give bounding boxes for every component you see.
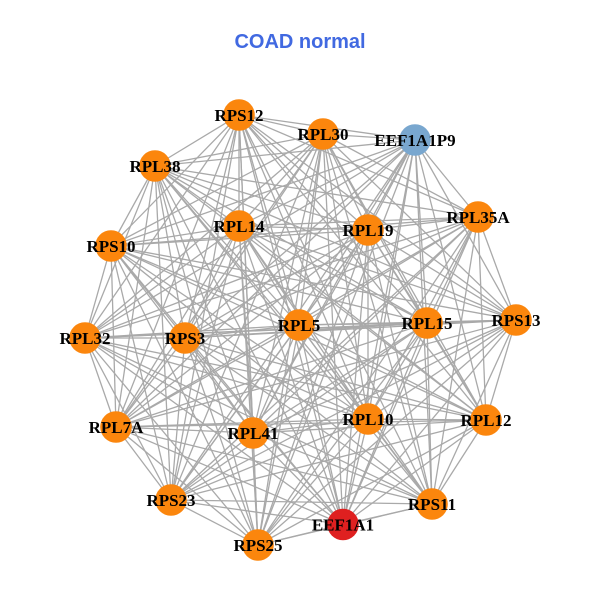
svg-text:RPL30: RPL30	[298, 125, 349, 144]
svg-text:RPL10: RPL10	[343, 410, 394, 429]
svg-text:RPL12: RPL12	[461, 411, 512, 430]
svg-text:EEF1A1: EEF1A1	[312, 516, 374, 535]
svg-text:RPL32: RPL32	[60, 329, 111, 348]
svg-text:RPS13: RPS13	[491, 311, 540, 330]
svg-text:COAD normal: COAD normal	[234, 31, 365, 53]
svg-text:RPL5: RPL5	[278, 316, 321, 335]
svg-text:RPS11: RPS11	[408, 495, 456, 514]
svg-text:RPS25: RPS25	[233, 536, 282, 555]
svg-text:RPS3: RPS3	[165, 329, 206, 348]
svg-text:RPL35A: RPL35A	[446, 208, 510, 227]
svg-text:RPL19: RPL19	[343, 221, 394, 240]
svg-text:RPS23: RPS23	[146, 491, 195, 510]
svg-text:RPL15: RPL15	[402, 314, 453, 333]
svg-text:RPS10: RPS10	[86, 237, 135, 256]
svg-text:RPL41: RPL41	[228, 424, 279, 443]
svg-text:RPL38: RPL38	[130, 157, 181, 176]
svg-text:RPL14: RPL14	[214, 217, 266, 236]
svg-text:EEF1A1P9: EEF1A1P9	[374, 131, 455, 150]
svg-text:RPS12: RPS12	[214, 106, 263, 125]
svg-text:RPL7A: RPL7A	[89, 418, 145, 437]
